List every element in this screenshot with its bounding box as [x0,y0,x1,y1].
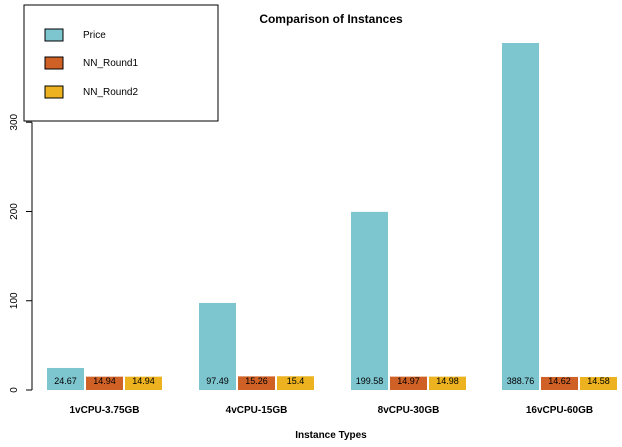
bar-value-label: 14.94 [93,376,116,386]
bar-value-label: 15.4 [287,376,305,386]
bar-value-label: 14.58 [587,376,610,386]
bar-value-label: 14.62 [548,376,571,386]
bar-labels-group: 24.67 14.94 14.94 97.49 15.26 15.4 199.58 14.97… [54,376,610,386]
bar-price [502,43,539,390]
x-tick-label: 4vCPU-15GB [226,405,288,416]
y-tick-label: 200 [9,203,20,220]
bar-nn-round1 [238,376,275,390]
x-tick-label: 1vCPU-3.75GB [69,405,139,416]
x-tick-labels: 1vCPU-3.75GB 4vCPU-15GB 8vCPU-30GB 16vCPU-6… [69,405,593,416]
legend-label: Price [83,30,106,41]
x-tick-label: 16vCPU-60GB [526,405,593,416]
y-tick-label: 0 [9,387,20,393]
bar-nn-round2 [125,376,162,390]
y-tick-label: 100 [9,292,20,309]
bar-value-label: 14.94 [132,376,155,386]
bar-value-label: 97.49 [206,376,229,386]
bar-price [47,367,84,390]
bars-group [47,43,617,390]
bar-nn-round2 [277,376,314,390]
legend-label: NN_Round2 [83,87,138,98]
bar-nn-round1 [86,376,123,390]
legend-label: NN_Round1 [83,58,138,69]
bar-value-label: 199.58 [356,376,384,386]
y-axis: 0 100 200 300 [9,113,33,393]
legend: Price NN_Round1 NN_Round2 [23,4,219,122]
bar-nn-round2 [580,376,617,390]
y-tick-label: 300 [9,113,20,130]
bar-price [351,211,388,390]
bar-value-label: 24.67 [54,376,77,386]
bar-price [199,302,236,390]
bar-nn-round2 [429,376,466,390]
legend-swatch [44,28,64,42]
bar-value-label: 15.26 [245,376,268,386]
legend-swatch [44,85,64,99]
legend-swatch [44,56,64,70]
x-axis-label: Instance Types [295,430,367,441]
x-tick-label: 8vCPU-30GB [378,405,440,416]
bar-nn-round1 [541,376,578,390]
bar-value-label: 14.97 [397,376,420,386]
bar-value-label: 14.98 [436,376,459,386]
bar-value-label: 388.76 [507,376,535,386]
bar-nn-round1 [390,376,427,390]
chart-title: Comparison of Instances [259,12,403,26]
